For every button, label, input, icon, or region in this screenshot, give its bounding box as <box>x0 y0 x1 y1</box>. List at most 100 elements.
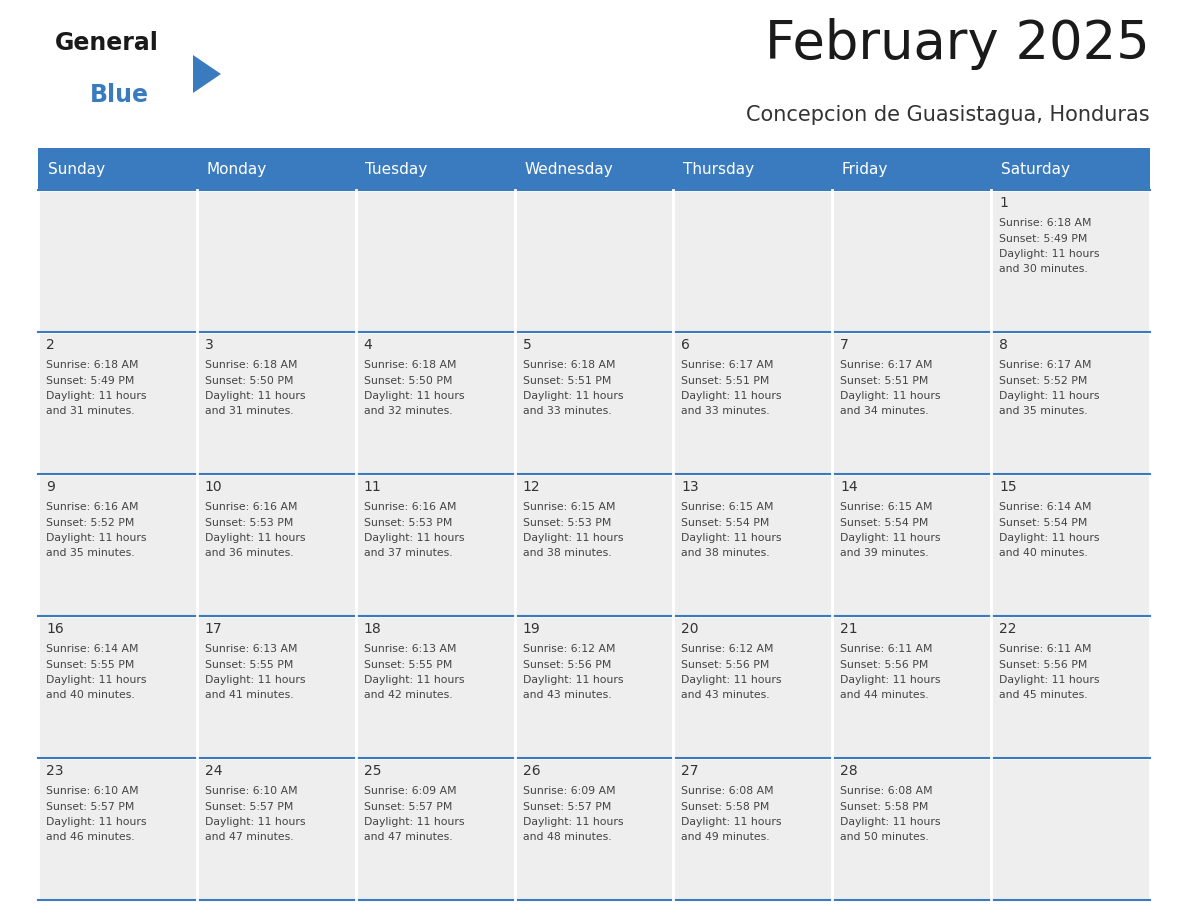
Text: and 46 minutes.: and 46 minutes. <box>46 833 134 843</box>
Text: Daylight: 11 hours: Daylight: 11 hours <box>682 817 782 827</box>
Text: Daylight: 11 hours: Daylight: 11 hours <box>364 533 465 543</box>
Text: Daylight: 11 hours: Daylight: 11 hours <box>682 675 782 685</box>
Text: Sunrise: 6:09 AM: Sunrise: 6:09 AM <box>364 786 456 796</box>
Text: and 37 minutes.: and 37 minutes. <box>364 548 453 558</box>
Text: and 38 minutes.: and 38 minutes. <box>523 548 611 558</box>
Text: Sunrise: 6:12 AM: Sunrise: 6:12 AM <box>682 644 773 654</box>
Text: 12: 12 <box>523 480 541 494</box>
Text: and 43 minutes.: and 43 minutes. <box>682 690 770 700</box>
Text: and 33 minutes.: and 33 minutes. <box>682 407 770 417</box>
Text: Sunrise: 6:11 AM: Sunrise: 6:11 AM <box>840 644 933 654</box>
Text: 27: 27 <box>682 764 699 778</box>
Text: Sunset: 5:53 PM: Sunset: 5:53 PM <box>204 518 293 528</box>
Bar <box>197 616 355 758</box>
Text: Daylight: 11 hours: Daylight: 11 hours <box>204 391 305 401</box>
Bar <box>514 758 674 900</box>
Text: 22: 22 <box>999 622 1017 636</box>
Text: Daylight: 11 hours: Daylight: 11 hours <box>364 391 465 401</box>
Text: and 30 minutes.: and 30 minutes. <box>999 264 1088 274</box>
Text: and 43 minutes.: and 43 minutes. <box>523 690 611 700</box>
Bar <box>833 616 991 758</box>
Text: 28: 28 <box>840 764 858 778</box>
Text: Sunrise: 6:14 AM: Sunrise: 6:14 AM <box>46 644 139 654</box>
Bar <box>355 190 514 332</box>
Text: and 48 minutes.: and 48 minutes. <box>523 833 611 843</box>
Text: and 44 minutes.: and 44 minutes. <box>840 690 929 700</box>
Text: Sunrise: 6:18 AM: Sunrise: 6:18 AM <box>364 360 456 370</box>
Text: Daylight: 11 hours: Daylight: 11 hours <box>840 675 941 685</box>
Text: General: General <box>55 31 159 55</box>
Text: Daylight: 11 hours: Daylight: 11 hours <box>204 675 305 685</box>
Text: and 40 minutes.: and 40 minutes. <box>46 690 134 700</box>
Text: Friday: Friday <box>842 162 889 176</box>
Text: 17: 17 <box>204 622 222 636</box>
Bar <box>197 758 355 900</box>
Text: Daylight: 11 hours: Daylight: 11 hours <box>840 391 941 401</box>
Bar <box>991 616 1150 758</box>
Text: Sunset: 5:55 PM: Sunset: 5:55 PM <box>204 659 293 669</box>
Text: Daylight: 11 hours: Daylight: 11 hours <box>46 391 146 401</box>
Text: Daylight: 11 hours: Daylight: 11 hours <box>682 391 782 401</box>
Text: Blue: Blue <box>90 83 148 107</box>
Text: Sunset: 5:52 PM: Sunset: 5:52 PM <box>999 375 1087 386</box>
Text: Sunrise: 6:12 AM: Sunrise: 6:12 AM <box>523 644 615 654</box>
Text: Sunrise: 6:10 AM: Sunrise: 6:10 AM <box>46 786 139 796</box>
Bar <box>38 190 197 332</box>
Text: Daylight: 11 hours: Daylight: 11 hours <box>523 533 623 543</box>
Text: Daylight: 11 hours: Daylight: 11 hours <box>840 817 941 827</box>
Text: Sunset: 5:56 PM: Sunset: 5:56 PM <box>840 659 929 669</box>
Bar <box>38 332 197 474</box>
Text: Sunset: 5:51 PM: Sunset: 5:51 PM <box>840 375 929 386</box>
Text: Sunset: 5:58 PM: Sunset: 5:58 PM <box>840 801 929 812</box>
Text: Sunrise: 6:18 AM: Sunrise: 6:18 AM <box>523 360 615 370</box>
Bar <box>355 474 514 616</box>
Text: Wednesday: Wednesday <box>524 162 613 176</box>
Text: 15: 15 <box>999 480 1017 494</box>
Text: 26: 26 <box>523 764 541 778</box>
Text: Daylight: 11 hours: Daylight: 11 hours <box>999 249 1100 259</box>
Bar <box>674 616 833 758</box>
Text: and 32 minutes.: and 32 minutes. <box>364 407 453 417</box>
Text: 21: 21 <box>840 622 858 636</box>
Bar <box>991 758 1150 900</box>
Text: Sunrise: 6:15 AM: Sunrise: 6:15 AM <box>523 502 615 512</box>
Text: and 34 minutes.: and 34 minutes. <box>840 407 929 417</box>
Text: Daylight: 11 hours: Daylight: 11 hours <box>999 675 1100 685</box>
Text: Sunrise: 6:08 AM: Sunrise: 6:08 AM <box>840 786 933 796</box>
Text: and 35 minutes.: and 35 minutes. <box>46 548 134 558</box>
Text: February 2025: February 2025 <box>765 18 1150 70</box>
Text: Sunset: 5:54 PM: Sunset: 5:54 PM <box>999 518 1087 528</box>
Text: and 38 minutes.: and 38 minutes. <box>682 548 770 558</box>
Text: and 47 minutes.: and 47 minutes. <box>204 833 293 843</box>
Bar <box>991 474 1150 616</box>
Bar <box>514 616 674 758</box>
Text: Sunset: 5:52 PM: Sunset: 5:52 PM <box>46 518 134 528</box>
Text: Daylight: 11 hours: Daylight: 11 hours <box>204 817 305 827</box>
Bar <box>355 332 514 474</box>
Text: 10: 10 <box>204 480 222 494</box>
Text: Sunrise: 6:16 AM: Sunrise: 6:16 AM <box>204 502 297 512</box>
Text: and 45 minutes.: and 45 minutes. <box>999 690 1088 700</box>
Bar <box>38 616 197 758</box>
Text: 6: 6 <box>682 338 690 352</box>
Text: and 39 minutes.: and 39 minutes. <box>840 548 929 558</box>
Text: Daylight: 11 hours: Daylight: 11 hours <box>204 533 305 543</box>
Text: Sunrise: 6:17 AM: Sunrise: 6:17 AM <box>999 360 1092 370</box>
Bar <box>674 190 833 332</box>
Text: Daylight: 11 hours: Daylight: 11 hours <box>523 391 623 401</box>
Text: Sunrise: 6:17 AM: Sunrise: 6:17 AM <box>840 360 933 370</box>
Text: Sunrise: 6:15 AM: Sunrise: 6:15 AM <box>682 502 773 512</box>
Text: Sunset: 5:53 PM: Sunset: 5:53 PM <box>523 518 611 528</box>
Text: Daylight: 11 hours: Daylight: 11 hours <box>523 817 623 827</box>
Bar <box>38 474 197 616</box>
Text: Sunrise: 6:16 AM: Sunrise: 6:16 AM <box>364 502 456 512</box>
Text: Sunset: 5:53 PM: Sunset: 5:53 PM <box>364 518 451 528</box>
Text: 20: 20 <box>682 622 699 636</box>
Text: and 47 minutes.: and 47 minutes. <box>364 833 453 843</box>
Text: and 41 minutes.: and 41 minutes. <box>204 690 293 700</box>
Bar <box>833 190 991 332</box>
Text: 11: 11 <box>364 480 381 494</box>
Text: Sunset: 5:55 PM: Sunset: 5:55 PM <box>46 659 134 669</box>
Bar <box>514 332 674 474</box>
Text: Daylight: 11 hours: Daylight: 11 hours <box>364 675 465 685</box>
